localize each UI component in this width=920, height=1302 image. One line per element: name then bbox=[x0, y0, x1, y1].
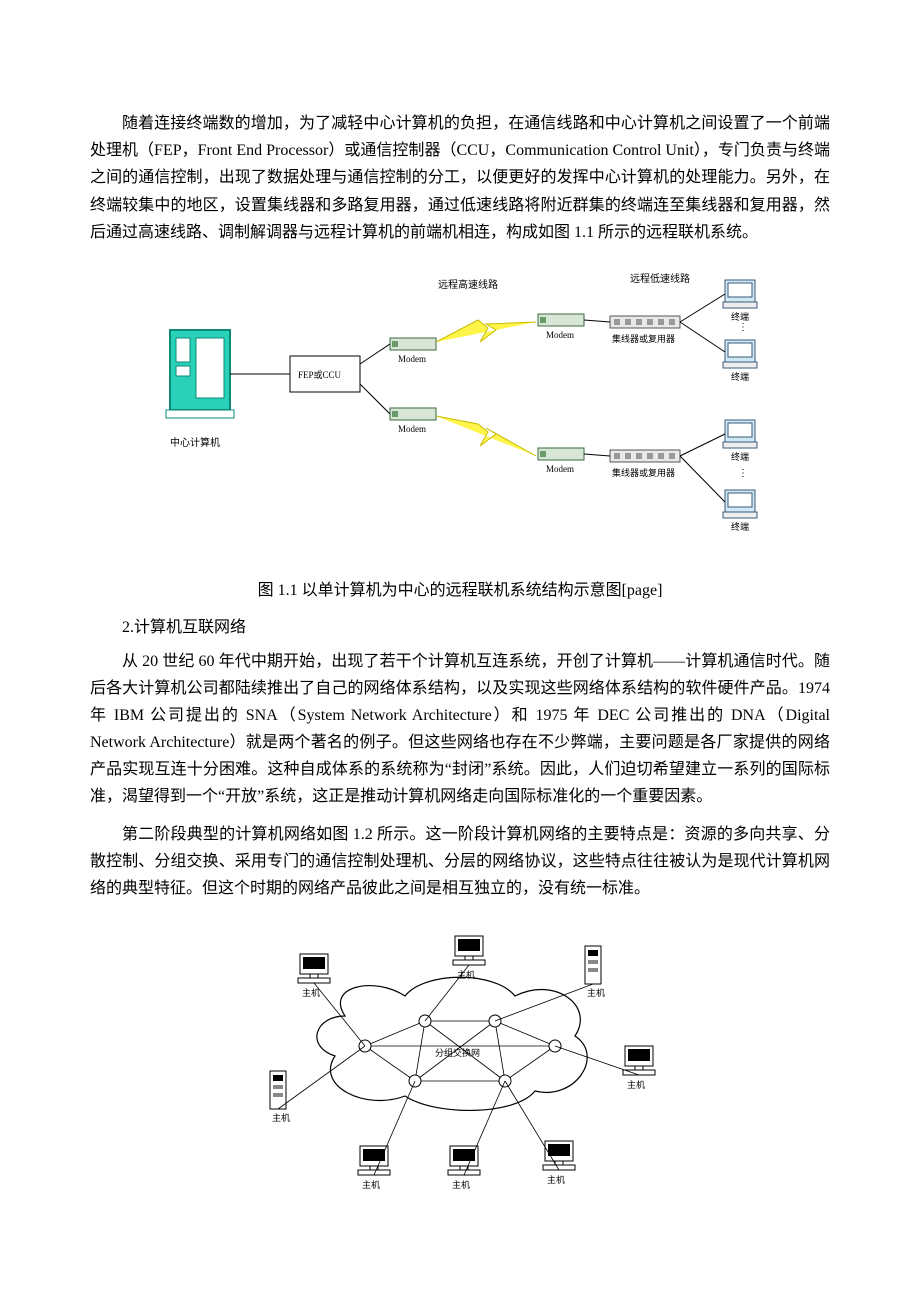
svg-text:⋮: ⋮ bbox=[738, 322, 748, 333]
svg-text:主机: 主机 bbox=[627, 1079, 645, 1090]
document-page: 随着连接终端数的增加，为了减轻中心计算机的负担，在通信线路和中心计算机之间设置了… bbox=[0, 0, 920, 1245]
svg-text:终端: 终端 bbox=[731, 451, 749, 462]
diagram-remote-online-system: 中心计算机 FEP或CCU Modem Modem 远程高速线路 Modem Modem 集线… bbox=[140, 260, 780, 550]
svg-text:主机: 主机 bbox=[362, 1179, 380, 1190]
figure-1-1: 中心计算机 FEP或CCU Modem Modem 远程高速线路 Modem Modem 集线… bbox=[90, 260, 830, 559]
svg-text:主机: 主机 bbox=[302, 987, 320, 998]
paragraph-2: 从 20 世纪 60 年代中期开始，出现了若干个计算机互连系统，开创了计算机——… bbox=[90, 648, 830, 811]
svg-text:⋮: ⋮ bbox=[738, 468, 748, 479]
svg-text:集线器或复用器: 集线器或复用器 bbox=[612, 333, 675, 344]
svg-text:远程高速线路: 远程高速线路 bbox=[438, 278, 498, 291]
subheading-2: 2.计算机互联网络 bbox=[90, 614, 830, 641]
figure-1-2: 分组交换网主机主机主机主机主机主机主机主机 bbox=[90, 916, 830, 1205]
svg-text:Modem: Modem bbox=[546, 330, 574, 340]
paragraph-1: 随着连接终端数的增加，为了减轻中心计算机的负担，在通信线路和中心计算机之间设置了… bbox=[90, 110, 830, 246]
svg-text:终端: 终端 bbox=[731, 371, 749, 382]
svg-text:集线器或复用器: 集线器或复用器 bbox=[612, 467, 675, 478]
svg-text:Modem: Modem bbox=[398, 354, 426, 364]
svg-text:终端: 终端 bbox=[731, 311, 749, 322]
svg-text:FEP或CCU: FEP或CCU bbox=[298, 369, 342, 380]
svg-text:Modem: Modem bbox=[546, 464, 574, 474]
svg-text:主机: 主机 bbox=[547, 1174, 565, 1185]
svg-text:主机: 主机 bbox=[457, 969, 475, 980]
svg-text:中心计算机: 中心计算机 bbox=[170, 436, 220, 449]
svg-text:主机: 主机 bbox=[452, 1179, 470, 1190]
svg-text:终端: 终端 bbox=[731, 521, 749, 532]
svg-text:主机: 主机 bbox=[272, 1112, 290, 1123]
svg-text:主机: 主机 bbox=[587, 987, 605, 998]
figure-1-1-caption: 图 1.1 以单计算机为中心的远程联机系统结构示意图[page] bbox=[90, 577, 830, 604]
diagram-packet-switching-network: 分组交换网主机主机主机主机主机主机主机主机 bbox=[245, 916, 675, 1196]
svg-text:Modem: Modem bbox=[398, 424, 426, 434]
paragraph-3: 第二阶段典型的计算机网络如图 1.2 所示。这一阶段计算机网络的主要特点是：资源… bbox=[90, 821, 830, 903]
svg-text:远程低速线路: 远程低速线路 bbox=[630, 272, 690, 285]
